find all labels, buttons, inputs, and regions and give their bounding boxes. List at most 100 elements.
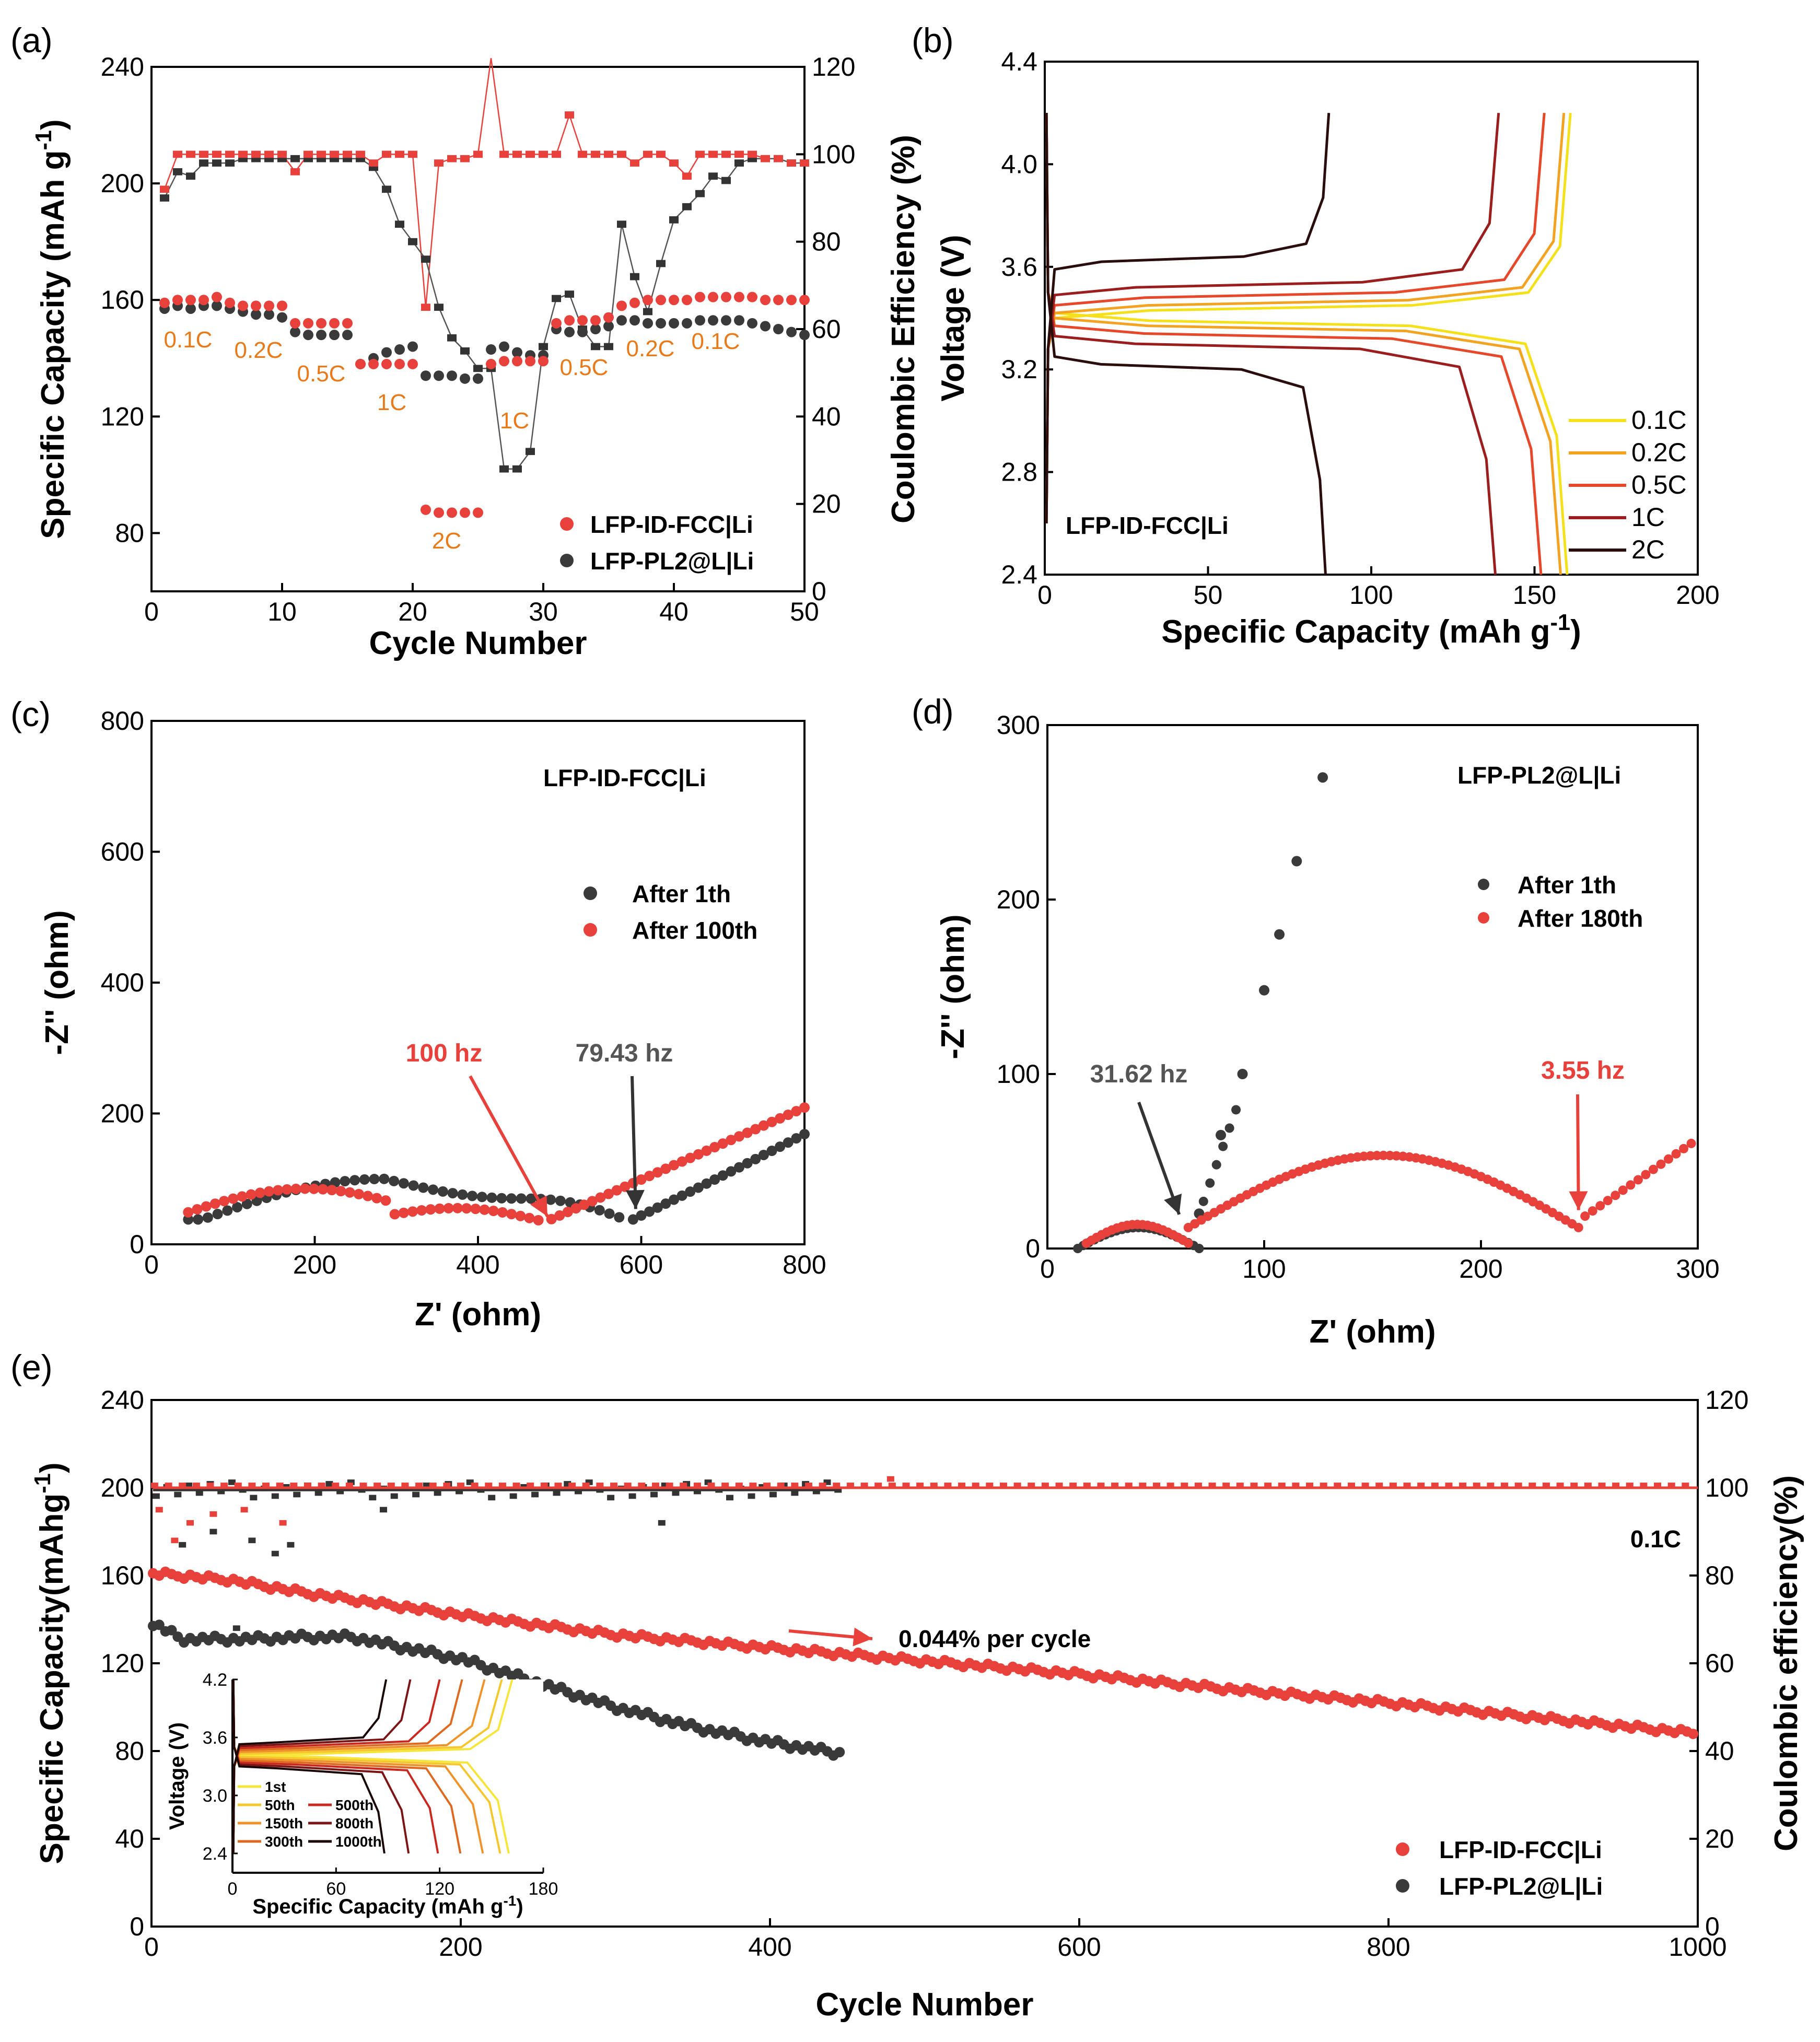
panel-b-legend-text: 0.1C — [1631, 405, 1687, 435]
panel-e-ce-red-point — [498, 1483, 506, 1488]
panel-e-ce-black-point — [195, 1490, 203, 1496]
panel-e-ce-red-point — [1166, 1483, 1174, 1488]
panel-a-x-tick-label: 40 — [659, 597, 689, 626]
panel-a-cap-red-point — [799, 295, 810, 306]
panel-a-ce-red-point — [343, 150, 352, 158]
panel-a-cap-red-point — [394, 358, 405, 369]
panel-e-ce-red-point — [1181, 1483, 1188, 1488]
panel-a-cap-red-point — [486, 358, 496, 369]
panel-b-legend-text: 0.2C — [1631, 438, 1687, 467]
panel-a-cap-black-point — [590, 324, 601, 334]
panel-e-x-tick-label: 1000 — [1669, 1932, 1726, 1962]
panel-a-cap-black-point — [669, 318, 679, 329]
panel-e-ce-black-point — [553, 1490, 561, 1496]
inset-y-tick-label: 3.0 — [203, 1786, 227, 1806]
panel-c-red-point — [443, 1203, 454, 1213]
panel-e-ce-red-point — [999, 1483, 1007, 1488]
panel-d-black-point — [1218, 1141, 1228, 1151]
panel-c-legend-black-marker — [584, 886, 597, 900]
panel-a-ce-red-point — [434, 159, 444, 167]
panel-c-red-point — [758, 1120, 769, 1131]
panel-c-black-point — [408, 1180, 419, 1191]
panel-a-ce-black-point — [395, 220, 404, 228]
panel-c-black-point — [202, 1212, 213, 1223]
panel-e-ce-black-point — [456, 1488, 463, 1495]
panel-a-ce-red-point — [526, 150, 535, 158]
panel-e-ce-red-point — [1028, 1483, 1035, 1488]
panel-e-ce-black-point — [661, 1483, 669, 1488]
panel-e-ce-red-point — [471, 1483, 479, 1488]
panel-e-ce-black-point — [488, 1495, 496, 1501]
panel-a-y-tick-label: 240 — [101, 52, 144, 81]
panel-a-cap-red-point — [473, 507, 483, 518]
panel-e-ce-black-point — [658, 1520, 666, 1526]
panel-e-y2-tick-label: 60 — [1705, 1649, 1734, 1678]
panel-c-red-point — [570, 1203, 581, 1214]
panel-c-red-point — [363, 1191, 374, 1201]
panel-a-cap-red-point — [212, 291, 222, 302]
panel-a-ce-red-point — [199, 150, 208, 158]
panel-e-ce-red-point — [192, 1483, 200, 1488]
panel-d-freq-red-label: 3.55 hz — [1541, 1057, 1625, 1084]
panel-b-legend-text: 0.5C — [1631, 470, 1687, 499]
panel-e-ce-red-point — [680, 1483, 687, 1488]
panel-c-black-point — [193, 1214, 204, 1225]
inset-legend-text: 500th — [335, 1797, 374, 1813]
panel-a-ce-red-point — [290, 168, 300, 176]
panel-a-ce-black-point — [630, 273, 639, 281]
panel-a-ce-red-point — [421, 304, 430, 311]
panel-c-red-point — [497, 1207, 508, 1218]
panel-e-ce-red-point — [1487, 1483, 1495, 1488]
panel-e-ce-red-point — [1445, 1483, 1453, 1488]
panel-c-red-point — [533, 1215, 544, 1226]
panel-c-freq-red-label: 100 hz — [406, 1040, 483, 1067]
panel-c-red-point — [318, 1184, 329, 1195]
panel-d-black-point — [1224, 1123, 1234, 1133]
panel-c-black-point — [693, 1182, 704, 1193]
panel-e-ce-red-point — [1055, 1483, 1063, 1488]
panel-e-ce-red-point — [902, 1483, 910, 1488]
panel-a-y-tick-label: 120 — [101, 402, 144, 431]
panel-e-ce-red-point — [1459, 1483, 1467, 1488]
panel-a-x-tick-label: 20 — [398, 597, 427, 626]
panel-a-x-tick-label: 10 — [267, 597, 297, 626]
panel-c-red-point — [425, 1204, 436, 1215]
panel-c-black-point — [614, 1212, 625, 1223]
panel-e-ce-black-point — [574, 1488, 582, 1495]
panel-a-ce-red-point — [304, 150, 313, 158]
panel-a-ce-black-point — [552, 295, 561, 302]
panel-e-y2-label: Coulombic efficiency(%) — [1768, 1475, 1804, 1851]
panel-a-y2-tick-label: 80 — [812, 227, 841, 256]
panel-c-black-point — [349, 1175, 360, 1186]
panel-e-ce-red-point — [1139, 1483, 1147, 1488]
panel-e-y-tick-label: 40 — [115, 1824, 144, 1853]
panel-a-cap-red-point — [199, 295, 209, 306]
panel-a-cap-red-point — [708, 291, 718, 302]
panel-e-legend-black-marker — [1396, 1879, 1409, 1893]
panel-a-ce-red-point — [264, 150, 274, 158]
panel-c-red-point — [461, 1203, 472, 1214]
panel-c-black-point — [791, 1133, 802, 1144]
panel-e-ce-red-point — [415, 1483, 423, 1488]
panel-b-discharge-curve-2C — [1045, 113, 1327, 575]
panel-e-ce-red-point — [1612, 1483, 1620, 1488]
panel-a-cap-red-point — [264, 300, 274, 311]
panel-e-x-tick-label: 800 — [1367, 1932, 1410, 1962]
panel-a-ce-red-point — [708, 150, 718, 158]
panel-e-ce-black-point — [769, 1491, 777, 1498]
panel-a-cap-red-point — [577, 315, 588, 326]
panel-a-cap-red-point — [590, 315, 601, 326]
panel-a-ce-black-point — [591, 343, 600, 351]
panel-d-red-point — [1656, 1159, 1666, 1169]
panel-a-y-label: Specific Capacity (mAh g-1) — [31, 119, 71, 539]
panel-d-x-tick-label: 0 — [1040, 1254, 1055, 1283]
panel-d-red-point — [1618, 1185, 1628, 1195]
panel-a-ce-red-point — [800, 159, 809, 167]
panel-a-cap-red-point — [342, 318, 353, 329]
panel-e-ce-black-point — [823, 1479, 831, 1485]
panel-e-ce-red-point — [596, 1483, 604, 1488]
panel-a-ce-black-point — [643, 308, 652, 316]
panel-e-ce-black-point — [293, 1491, 301, 1498]
inset-legend-text: 1000th — [335, 1834, 382, 1850]
panel-e-ce-red-point — [318, 1483, 325, 1488]
